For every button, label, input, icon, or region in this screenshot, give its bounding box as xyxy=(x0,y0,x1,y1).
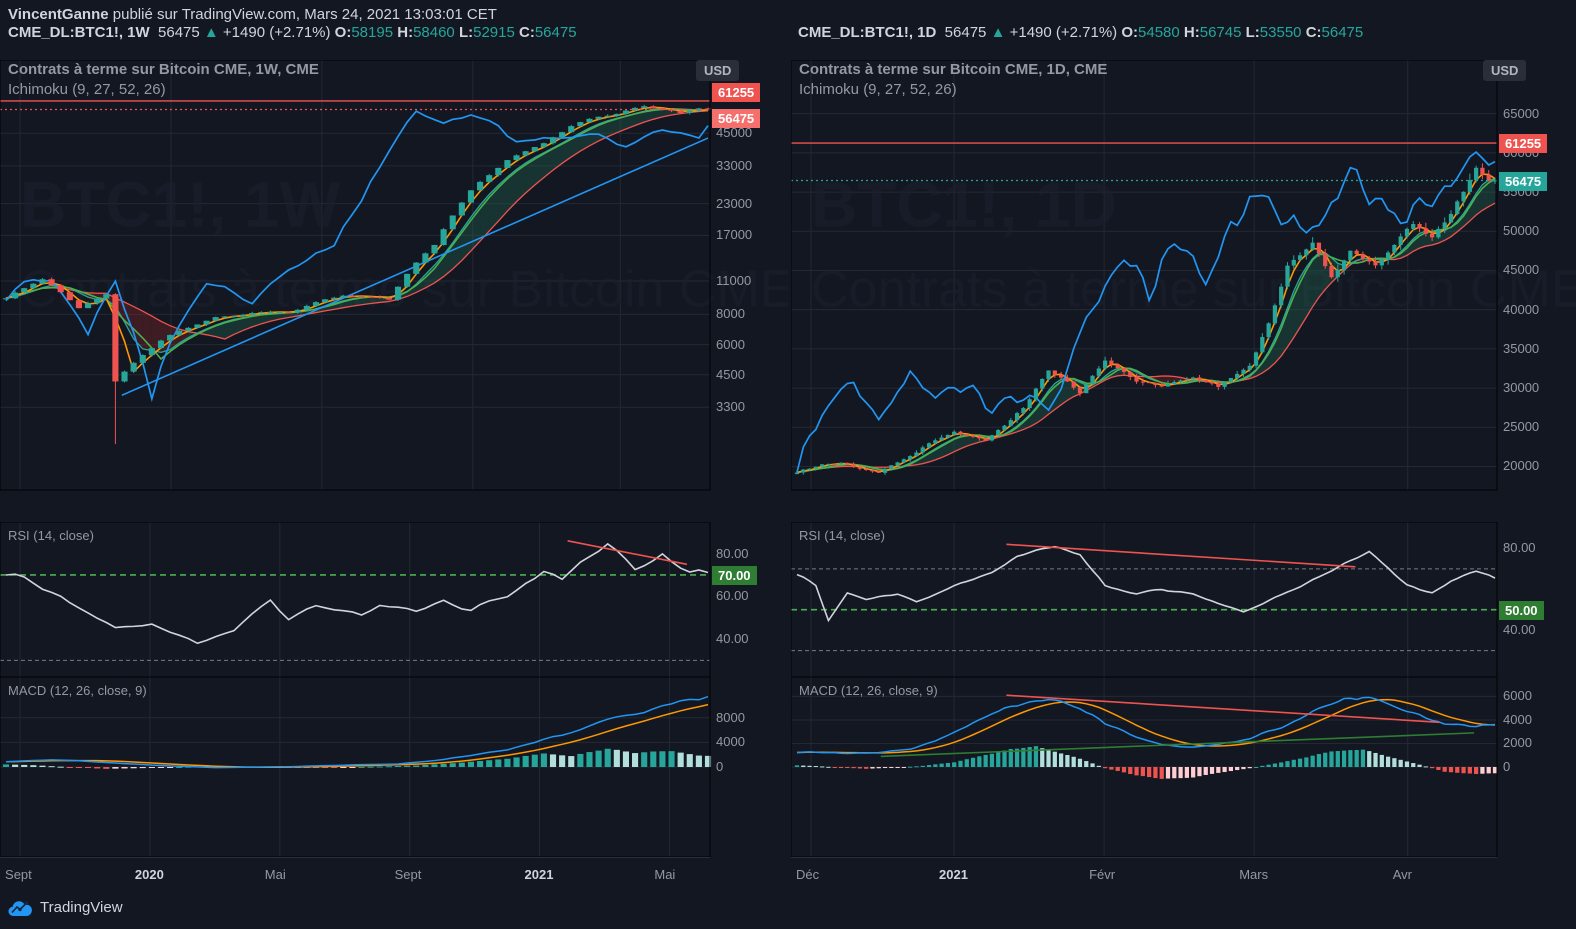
svg-text:BTC1!, 1D: BTC1!, 1D xyxy=(811,168,1117,240)
svg-text:Contrats à terme sur Bitcoin C: Contrats à terme sur Bitcoin CME xyxy=(811,260,1576,318)
svg-text:BTC1!, 1W: BTC1!, 1W xyxy=(20,168,341,240)
